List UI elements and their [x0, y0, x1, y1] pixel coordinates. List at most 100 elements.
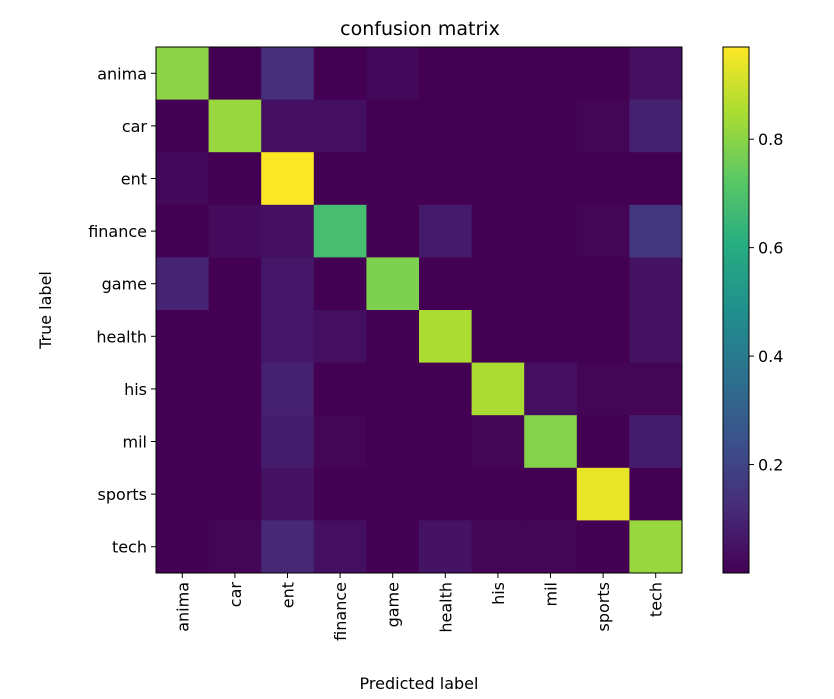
- plot-frame: [155, 46, 683, 574]
- heatmap-cell-his-mil: [524, 362, 578, 416]
- heatmap-cell-anima-ent: [261, 47, 315, 101]
- heatmap-cell-game-finance: [313, 257, 367, 311]
- heatmap-cell-his-car: [208, 362, 262, 416]
- heatmap-cell-car-sports: [576, 99, 630, 153]
- heatmap-cell-game-game: [366, 257, 420, 311]
- x-tick-label: his: [489, 582, 508, 605]
- colorbar: [723, 47, 749, 573]
- colorbar-tick-label: 0.6: [758, 239, 783, 258]
- heatmap-cell-mil-tech: [629, 415, 683, 469]
- heatmap-cell-health-finance: [313, 310, 367, 364]
- heatmap-cell-game-ent: [261, 257, 315, 311]
- heatmap-cell-tech-health: [419, 520, 473, 574]
- heatmap-cell-game-car: [208, 257, 262, 311]
- heatmap-cell-car-game: [366, 99, 420, 153]
- x-tick-label: ent: [279, 582, 298, 608]
- heatmap-cell-sports-ent: [261, 467, 315, 521]
- heatmap-cell-finance-ent: [261, 204, 315, 258]
- heatmap-cell-mil-game: [366, 415, 420, 469]
- y-tick-label: sports: [98, 485, 147, 504]
- heatmap-cell-ent-health: [419, 152, 473, 206]
- heatmap-cell-sports-mil: [524, 467, 578, 521]
- heatmap-cell-ent-tech: [629, 152, 683, 206]
- heatmap-cell-his-his: [471, 362, 525, 416]
- colorbar-ticks: 0.2 0.4 0.6 0.8: [749, 130, 783, 475]
- heatmap-cell-his-game: [366, 362, 420, 416]
- heatmap-cell-finance-car: [208, 204, 262, 258]
- y-tick-label: mil: [123, 433, 147, 452]
- heatmap-cell-his-tech: [629, 362, 683, 416]
- heatmap-cell-mil-car: [208, 415, 262, 469]
- heatmap-cell-finance-mil: [524, 204, 578, 258]
- heatmap-cell-anima-tech: [629, 47, 683, 101]
- heatmap-cell-finance-finance: [313, 204, 367, 258]
- heatmap-cell-finance-anima: [156, 204, 210, 258]
- heatmap-cell-finance-sports: [576, 204, 630, 258]
- heatmap-cell-his-ent: [261, 362, 315, 416]
- heatmap-cell-finance-tech: [629, 204, 683, 258]
- heatmap-cell-car-ent: [261, 99, 315, 153]
- heatmap-cell-his-finance: [313, 362, 367, 416]
- heatmap-cell-ent-game: [366, 152, 420, 206]
- x-axis-ticks: anima car ent finance game health his mil sports…: [173, 573, 666, 641]
- heatmap-cell-sports-finance: [313, 467, 367, 521]
- heatmap-cell-health-tech: [629, 310, 683, 364]
- colorbar-tick-label: 0.2: [758, 456, 783, 475]
- x-tick-label: game: [384, 582, 403, 627]
- heatmap-cell-tech-ent: [261, 520, 315, 574]
- heatmap-cell-sports-tech: [629, 467, 683, 521]
- x-axis-label: Predicted label: [360, 674, 479, 693]
- heatmap-cell-mil-ent: [261, 415, 315, 469]
- heatmap-cell-tech-his: [471, 520, 525, 574]
- heatmap-cell-car-anima: [156, 99, 210, 153]
- heatmap-cell-car-finance: [313, 99, 367, 153]
- heatmap-cell-mil-his: [471, 415, 525, 469]
- heatmap-cell-game-anima: [156, 257, 210, 311]
- y-tick-label: finance: [88, 222, 147, 241]
- heatmap-cell-tech-game: [366, 520, 420, 574]
- heatmap-cell-car-tech: [629, 99, 683, 153]
- heatmap-cell-anima-mil: [524, 47, 578, 101]
- y-tick-label: his: [124, 380, 147, 399]
- heatmap-cell-sports-his: [471, 467, 525, 521]
- x-tick-label: health: [436, 582, 455, 633]
- colorbar-frame: [722, 46, 750, 574]
- x-tick-label: anima: [173, 582, 192, 632]
- heatmap-cell-health-game: [366, 310, 420, 364]
- heatmap-cell-tech-finance: [313, 520, 367, 574]
- y-tick-label: game: [102, 275, 147, 294]
- heatmap-cell-his-anima: [156, 362, 210, 416]
- y-tick-label: ent: [121, 170, 147, 189]
- heatmap-cell-ent-his: [471, 152, 525, 206]
- heatmap-cell-game-his: [471, 257, 525, 311]
- y-axis-label: True label: [36, 271, 55, 350]
- y-axis-ticks: anima car ent finance game health his mil sports…: [88, 64, 156, 557]
- heatmap-cell-finance-game: [366, 204, 420, 258]
- x-tick-label: sports: [594, 582, 613, 631]
- heatmap-cell-health-his: [471, 310, 525, 364]
- heatmap-cell-car-car: [208, 99, 262, 153]
- chart-title: confusion matrix: [340, 18, 500, 40]
- heatmap-cell-health-car: [208, 310, 262, 364]
- x-tick-label: finance: [331, 582, 350, 641]
- heatmap-cell-anima-health: [419, 47, 473, 101]
- heatmap-cell-ent-finance: [313, 152, 367, 206]
- heatmap-cell-anima-anima: [156, 47, 210, 101]
- heatmap-cell-health-ent: [261, 310, 315, 364]
- colorbar-tick-label: 0.8: [758, 130, 783, 149]
- heatmap-cell-tech-mil: [524, 520, 578, 574]
- heatmap-cell-mil-mil: [524, 415, 578, 469]
- heatmap-cell-mil-sports: [576, 415, 630, 469]
- heatmap-cell-ent-mil: [524, 152, 578, 206]
- heatmap-cell-mil-health: [419, 415, 473, 469]
- heatmap-cell-his-health: [419, 362, 473, 416]
- heatmap-cell-sports-car: [208, 467, 262, 521]
- heatmap-cell-tech-tech: [629, 520, 683, 574]
- heatmap-cell-game-health: [419, 257, 473, 311]
- heatmap-cell-sports-health: [419, 467, 473, 521]
- heatmap-cell-health-anima: [156, 310, 210, 364]
- heatmap-cell-mil-anima: [156, 415, 210, 469]
- heatmap-cell-tech-sports: [576, 520, 630, 574]
- heatmap-cell-health-sports: [576, 310, 630, 364]
